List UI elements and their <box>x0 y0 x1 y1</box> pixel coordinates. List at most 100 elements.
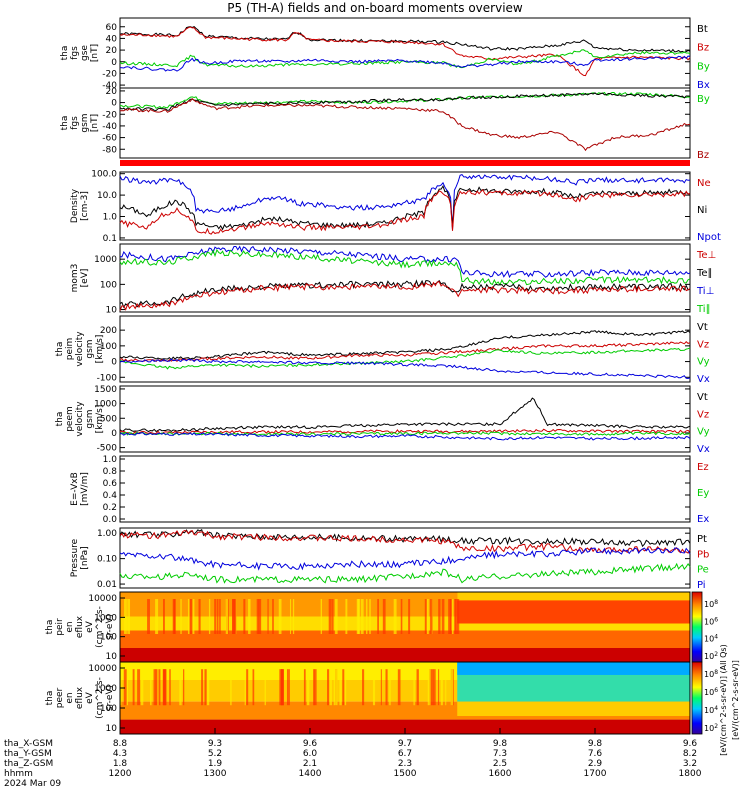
y-tick-label: -500 <box>97 444 118 454</box>
series-line <box>119 340 691 363</box>
spectrogram-streak <box>449 599 451 634</box>
y-tick-label: 100 <box>100 342 117 352</box>
panel-ylabel: velocity <box>75 401 85 437</box>
y-tick-label: 1500 <box>94 385 117 395</box>
panel-ylabel: [mV/m] <box>80 472 90 506</box>
colorbar <box>691 661 703 735</box>
panel-ylabel: tha <box>45 620 55 635</box>
y-tick-label: 1.0 <box>103 455 118 465</box>
x-axis-value: 1.9 <box>208 759 223 769</box>
spectrogram-streak <box>183 669 185 706</box>
spectrogram-streak <box>230 669 232 706</box>
y-tick-label: -40 <box>102 122 117 132</box>
colorbar <box>691 591 703 663</box>
spectrogram-streak <box>280 669 284 706</box>
y-tick-label: 0.01 <box>97 580 117 590</box>
spectrogram-streak <box>157 669 159 706</box>
legend-label: Pt <box>697 534 707 545</box>
spectrogram-streak <box>164 669 167 706</box>
x-axis-value: 9.3 <box>208 739 222 749</box>
panel-ylabel: tha <box>60 46 70 61</box>
spectrogram-streak <box>448 599 450 634</box>
legend-label: Pi <box>697 580 706 591</box>
spectrogram-band <box>457 592 690 601</box>
panel-ylabel: eV <box>85 620 95 633</box>
y-tick-label: 10 <box>106 652 118 662</box>
spectrogram-streak <box>335 599 338 634</box>
legend-label: Bt <box>697 24 708 35</box>
spectrogram-streak <box>427 669 431 706</box>
spectrogram-streak <box>153 669 157 706</box>
colorbar-tick-label: 102 <box>704 723 718 733</box>
spectrogram-streak <box>454 599 456 634</box>
x-axis-value: 7.3 <box>493 749 507 759</box>
series-line <box>119 26 691 53</box>
y-tick-label: 1.0 <box>103 213 118 223</box>
panel-frame <box>119 17 691 89</box>
spectrogram-streak <box>248 599 251 634</box>
y-tick-label: 0 <box>111 58 117 68</box>
panel-ylabel: tha <box>55 412 65 427</box>
panel-ylabel: [nT] <box>90 114 100 132</box>
panel-ylabel: [nT] <box>90 44 100 62</box>
y-tick-label: -100 <box>97 373 118 383</box>
y-tick-label: 10000 <box>88 594 117 604</box>
spectrogram-streak <box>216 599 219 634</box>
spectrogram-streak <box>426 599 429 634</box>
x-axis-value: 9.8 <box>588 739 603 749</box>
panel-ylabel: velocity <box>75 331 85 367</box>
x-axis-value: 9.6 <box>303 739 318 749</box>
spectrogram-streak <box>264 669 266 706</box>
spectrogram-streak <box>380 669 382 706</box>
spectrogram-streak <box>123 669 127 706</box>
spectrogram-streak <box>440 669 443 706</box>
panel-frame <box>119 243 691 313</box>
legend-label: Vz <box>697 339 709 350</box>
legend-label: Vz <box>697 409 709 420</box>
y-tick-label: 1000 <box>94 684 117 694</box>
x-axis-value: 4.3 <box>113 749 127 759</box>
x-axis-value: 1800 <box>679 769 702 779</box>
panel-ylabel: tha <box>55 342 65 357</box>
spectrogram-streak <box>433 669 436 706</box>
panel-ylabel: sr-eV) <box>105 614 115 640</box>
y-tick-label: 0.8 <box>103 467 118 477</box>
panel-ylabel: eV <box>85 691 95 704</box>
y-tick-label: -40 <box>102 81 117 91</box>
spectrogram-streak <box>397 669 401 706</box>
legend-label: Ex <box>697 514 709 525</box>
x-axis-value: 3.2 <box>683 759 697 769</box>
spectrogram-streak <box>289 599 291 634</box>
spectrogram-streak <box>288 669 290 706</box>
spectrogram-streak <box>162 599 165 634</box>
spectrogram-streak <box>246 669 249 706</box>
legend-label: Vy <box>697 357 710 368</box>
date-label: 2024 Mar 09 <box>4 779 61 789</box>
colorbar-tick-label: 108 <box>704 599 718 609</box>
panel-ylabel: peir <box>55 618 65 636</box>
y-tick-label: 100 <box>100 633 117 643</box>
spectrogram-streak <box>339 669 342 706</box>
legend-label: Te⊥ <box>696 250 716 261</box>
spectrogram-streak <box>252 669 255 706</box>
x-axis-value: 1200 <box>109 769 132 779</box>
panel-ylabel: tha <box>60 116 70 131</box>
spectrogram-band <box>120 719 690 734</box>
legend-label: Vy <box>697 427 710 438</box>
x-axis-value: 2.1 <box>303 759 317 769</box>
x-axis-value: 8.2 <box>683 749 697 759</box>
panel-frame <box>119 171 691 241</box>
spectrogram-streak <box>125 669 128 706</box>
spectrogram-streak <box>286 669 289 706</box>
spectrogram-streak <box>147 599 150 634</box>
spectrogram-streak <box>244 669 246 706</box>
spectrogram-streak <box>206 669 210 706</box>
spectrogram-streak <box>430 599 433 634</box>
y-tick-label: 10 <box>106 724 118 734</box>
series-line <box>119 358 691 380</box>
series-line <box>119 174 691 230</box>
spectrogram-streak <box>190 599 193 634</box>
chart-title: P5 (TH-A) fields and on-board moments ov… <box>227 1 523 15</box>
spectrogram-streak <box>438 669 440 706</box>
